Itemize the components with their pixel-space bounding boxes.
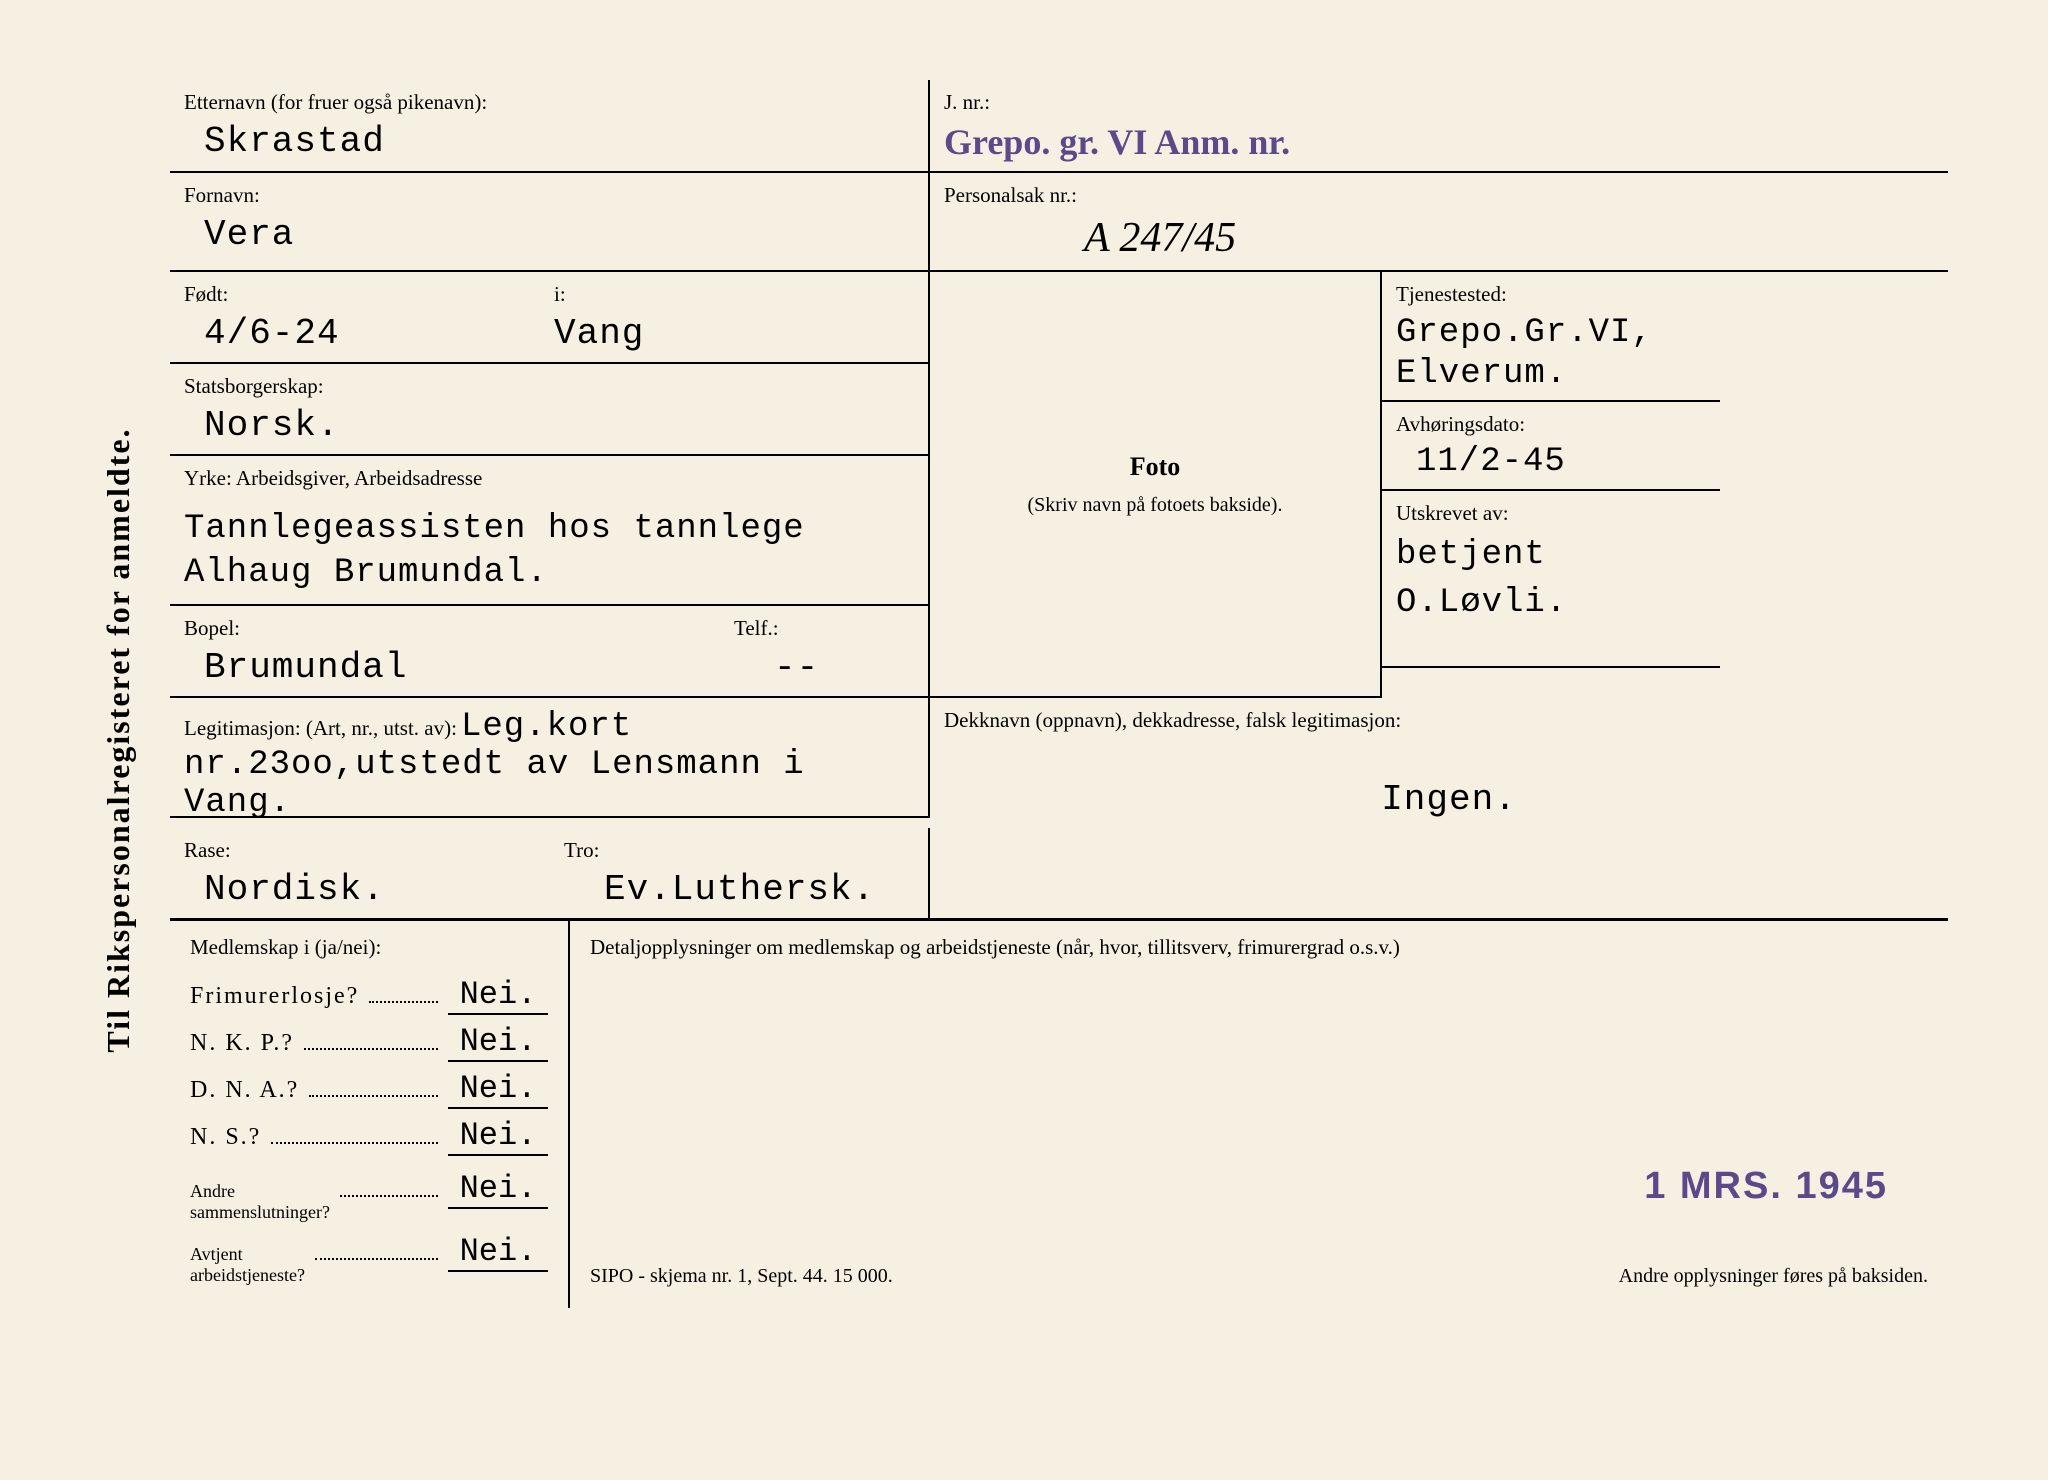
etternavn-label: Etternavn (for fruer også pikenavn): xyxy=(184,90,914,115)
bopel-value: Brumundal xyxy=(184,647,407,688)
jnr-label: J. nr.: xyxy=(944,90,1934,115)
form-id: SIPO - skjema nr. 1, Sept. 44. 15 000. xyxy=(590,1265,893,1288)
statsborgerskap-value: Norsk. xyxy=(184,405,340,446)
rase-cell: Rase: Nordisk. xyxy=(170,828,550,918)
membership-value-3: Nei. xyxy=(448,1117,548,1156)
tro-label: Tro: xyxy=(564,838,914,863)
legitimasjon-label: Legitimasjon: (Art, nr., utst. av): xyxy=(184,716,457,740)
jnr-cell: J. nr.: Grepo. gr. VI Anm. nr. xyxy=(930,80,1948,173)
personalsak-value: A 247/45 xyxy=(944,215,1236,261)
yrke-value: Yrke: Arbeidsgiver, Arbeidsadresse Tannl… xyxy=(184,463,914,596)
topright-handwritten: 33/45. xyxy=(1862,0,1988,8)
membership-value-2: Nei. xyxy=(448,1070,548,1109)
details-col: Detaljopplysninger om medlemskap og arbe… xyxy=(570,921,1948,1308)
fodt-label: Født: xyxy=(184,282,526,307)
avhoringsdato-cell: Avhøringsdato: 11/2-45 xyxy=(1382,402,1720,491)
membership-row-2: D. N. A.? Nei. xyxy=(190,1070,548,1109)
rase-label: Rase: xyxy=(184,838,536,863)
legitimasjon-cell: Legitimasjon: (Art, nr., utst. av): Leg.… xyxy=(170,698,930,818)
dekknavn-value: Ingen. xyxy=(944,739,1934,820)
tro-cell: Tro: Ev.Luthersk. xyxy=(550,828,930,918)
personalsak-label: Personalsak nr.: xyxy=(944,183,1934,208)
tro-value: Ev.Luthersk. xyxy=(564,869,875,910)
avhoringsdato-label: Avhøringsdato: xyxy=(1396,412,1706,437)
membership-avtjent: Avtjent arbeidstjeneste? Nei. xyxy=(190,1233,548,1286)
membership-andre: Andre sammenslutninger? Nei. xyxy=(190,1170,548,1223)
fornavn-cell: Fornavn: Vera xyxy=(170,173,930,272)
andre-label-1: Andre xyxy=(190,1181,330,1202)
footer-right: Andre opplysninger føres på baksiden. xyxy=(1619,1265,1928,1288)
fodt-cell: Født: 4/6-24 xyxy=(170,272,540,364)
fodt-i-cell: i: Vang xyxy=(540,272,930,364)
fornavn-label: Fornavn: xyxy=(184,183,914,208)
utskrevet-value: betjent O.Løvli. xyxy=(1396,532,1706,627)
utskrevet-cell: Utskrevet av: betjent O.Løvli. xyxy=(1382,491,1720,668)
foto-col: Foto (Skriv navn på fotoets bakside). xyxy=(930,272,1380,698)
dekknavn-cell: Dekknavn (oppnavn), dekkadresse, falsk l… xyxy=(930,698,1948,828)
fodt-value: 4/6-24 xyxy=(184,313,340,354)
personalsak-cell: Personalsak nr.: A 247/45 xyxy=(930,173,1948,272)
membership-row-1: N. K. P.? Nei. xyxy=(190,1023,548,1062)
tjenestested-label: Tjenestested: xyxy=(1396,282,1706,307)
foto-label: Foto xyxy=(930,452,1380,482)
tjenestested-cell: Tjenestested: Grepo.Gr.VI, Elverum. xyxy=(1382,272,1720,402)
membership-label-3: N. S.? xyxy=(190,1124,261,1151)
details-label: Detaljopplysninger om medlemskap og arbe… xyxy=(590,935,1928,960)
fodt-i-value: Vang xyxy=(554,313,644,354)
membership-value-0: Nei. xyxy=(448,976,548,1015)
yrke-cell: Yrke: Arbeidsgiver, Arbeidsadresse Yrke:… xyxy=(170,456,930,606)
andre-value: Nei. xyxy=(448,1170,548,1209)
fornavn-value: Vera xyxy=(184,214,294,255)
telf-cell: Telf.: -- xyxy=(720,606,930,698)
etternavn-cell: Etternavn (for fruer også pikenavn): Skr… xyxy=(170,80,930,173)
membership-label-2: D. N. A.? xyxy=(190,1077,299,1104)
rase-value: Nordisk. xyxy=(184,869,385,910)
avtjent-label-1: Avtjent xyxy=(190,1244,305,1265)
vertical-title: Til Rikspersonalregisteret for anmeldte. xyxy=(100,427,137,1052)
andre-label-2: sammenslutninger? xyxy=(190,1202,330,1223)
avhoringsdato-value: 11/2-45 xyxy=(1396,443,1566,481)
telf-value: -- xyxy=(734,647,819,688)
avtjent-value: Nei. xyxy=(448,1233,548,1272)
foto-area: Foto (Skriv navn på fotoets bakside). xyxy=(930,272,1380,517)
date-stamp: 1 MRS. 1945 xyxy=(1644,1165,1888,1208)
document-page: Til Rikspersonalregisteret for anmeldte.… xyxy=(0,0,2048,1480)
statsborgerskap-label: Statsborgerskap: xyxy=(184,374,914,399)
statsborgerskap-cell: Statsborgerskap: Norsk. xyxy=(170,364,930,456)
membership-col: Medlemskap i (ja/nei): Frimurerlosje? Ne… xyxy=(170,921,570,1308)
avtjent-label-2: arbeidstjeneste? xyxy=(190,1265,305,1286)
bopel-label: Bopel: xyxy=(184,616,706,641)
left-stack: Født: 4/6-24 i: Vang Statsborgerskap: No… xyxy=(170,272,930,698)
fodt-i-label: i: xyxy=(554,282,914,307)
right-stack: Tjenestested: Grepo.Gr.VI, Elverum. Avhø… xyxy=(1380,272,1720,698)
membership-row-3: N. S.? Nei. xyxy=(190,1117,548,1156)
membership-label-0: Frimurerlosje? xyxy=(190,983,359,1010)
etternavn-value: Skrastad xyxy=(184,121,385,162)
dekknavn-label: Dekknavn (oppnavn), dekkadresse, falsk l… xyxy=(944,708,1934,733)
membership-title: Medlemskap i (ja/nei): xyxy=(190,935,548,960)
tjenestested-value: Grepo.Gr.VI, Elverum. xyxy=(1396,313,1706,395)
form-card: Etternavn (for fruer også pikenavn): Skr… xyxy=(170,80,1948,1400)
bottom-section: Medlemskap i (ja/nei): Frimurerlosje? Ne… xyxy=(170,918,1948,1308)
foto-sub: (Skriv navn på fotoets bakside). xyxy=(930,494,1380,517)
utskrevet-label: Utskrevet av: xyxy=(1396,501,1706,526)
membership-label-1: N. K. P.? xyxy=(190,1030,294,1057)
membership-row-0: Frimurerlosje? Nei. xyxy=(190,976,548,1015)
bopel-cell: Bopel: Brumundal xyxy=(170,606,720,698)
telf-label: Telf.: xyxy=(734,616,914,641)
jnr-stamp: Grepo. gr. VI Anm. nr. xyxy=(944,122,1290,162)
membership-value-1: Nei. xyxy=(448,1023,548,1062)
